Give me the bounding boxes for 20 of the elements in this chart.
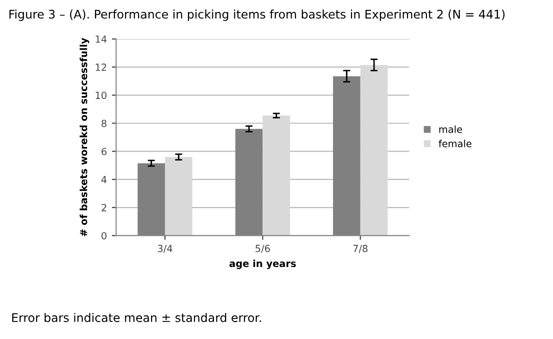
bar — [164, 156, 192, 236]
y-tick-label: 2 — [102, 204, 106, 212]
x-axis-title: age in years — [229, 260, 296, 270]
x-tick-label: 7/8 — [353, 244, 368, 253]
x-tick-label: 3/4 — [158, 244, 172, 253]
text: Error bars indicate mean ± standard error. — [12, 312, 261, 322]
y-tick-label: 4 — [101, 176, 107, 184]
x-tick-label: 5/6 — [256, 244, 270, 253]
chart-title: Figure 3 – (A). Performance in picking items from baskets in Experiment 2 (N = 441) — [9, 10, 505, 21]
y-tick-label: 12 — [96, 64, 106, 71]
bar — [360, 64, 388, 236]
y-tick-label: 6 — [102, 148, 106, 156]
y-axis-title: # of baskets worekd on successfully — [80, 38, 90, 236]
y-tick-label: 14 — [96, 36, 107, 43]
legend-label: female — [438, 140, 472, 148]
y-tick-label: 10 — [96, 92, 106, 99]
y-tick-label: 8 — [102, 120, 106, 128]
bar — [262, 116, 290, 236]
legend-label: male — [439, 125, 462, 133]
y-tick-label: 0 — [102, 232, 106, 240]
